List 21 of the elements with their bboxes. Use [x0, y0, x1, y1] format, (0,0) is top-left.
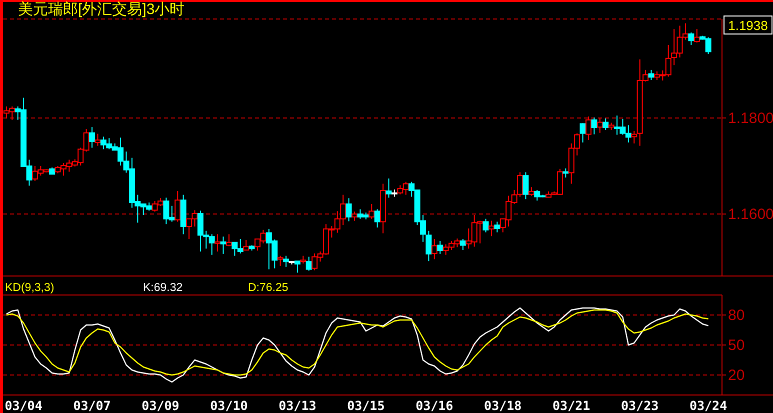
y-tick-label: 20	[728, 367, 745, 384]
y-tick-label: 1.1600	[728, 206, 773, 224]
x-tick-label: 03/21	[552, 398, 590, 413]
text: K:69.32	[143, 282, 183, 294]
x-tick-label: 03/09	[142, 398, 180, 413]
x-tick-label: 03/24	[689, 398, 728, 413]
text: D:76.25	[248, 282, 288, 294]
price-label: 1.1938	[724, 16, 772, 34]
y-tick-label: 50	[728, 337, 745, 354]
x-tick-label: 03/23	[621, 398, 659, 413]
x-tick-label: 03/13	[278, 398, 316, 413]
x-tick-label: 03/04	[4, 398, 42, 413]
chart-title: 美元瑞郎[外汇交易]3小时	[18, 1, 185, 18]
y-tick-label: 80	[728, 307, 745, 324]
x-tick-label: 03/15	[347, 398, 385, 413]
x-tick-label: 03/10	[210, 398, 248, 413]
x-tick-label: 03/16	[416, 398, 454, 413]
x-tick-label: 03/07	[73, 398, 111, 413]
text: KD(9,3,3)	[5, 282, 54, 294]
x-tick-label: 03/18	[484, 398, 522, 413]
y-tick-label: 1.1800	[728, 110, 773, 127]
